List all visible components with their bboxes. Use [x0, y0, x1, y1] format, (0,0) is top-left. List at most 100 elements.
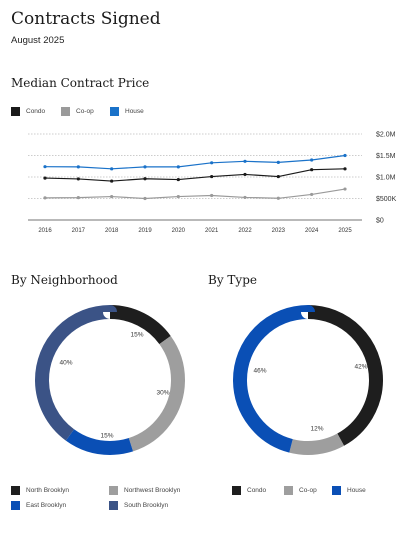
- legend-item-south-brooklyn: South Brooklyn: [109, 501, 168, 510]
- series-line-condo: [44, 168, 346, 182]
- data-point: [243, 159, 247, 163]
- x-tick-label: 2016: [38, 228, 52, 234]
- legend-label: East Brooklyn: [26, 502, 67, 509]
- legend-swatch: [109, 486, 118, 495]
- x-tick-label: 2020: [172, 228, 186, 234]
- donut-slice-northwest-brooklyn: [35, 305, 185, 455]
- data-point: [176, 194, 180, 199]
- neighborhood-donut: 15% 30% 15% 40%: [35, 305, 185, 455]
- data-point: [310, 168, 314, 172]
- legend-label: Condo: [26, 108, 46, 115]
- legend-label: South Brooklyn: [124, 502, 169, 509]
- data-point: [143, 196, 147, 201]
- legend-swatch: [232, 486, 241, 495]
- slice-label: 42%: [354, 364, 367, 371]
- neighborhood-chart-title: By Neighborhood: [11, 273, 118, 287]
- data-point: [76, 196, 80, 200]
- series-line-house: [44, 154, 346, 170]
- legend-label: Northwest Brooklyn: [124, 487, 181, 494]
- donut-slice-south-brooklyn: [35, 305, 185, 455]
- data-point: [43, 176, 47, 180]
- y-tick-label: $2.0M: [376, 132, 396, 139]
- x-tick-label: 2025: [338, 228, 352, 234]
- legend-swatch: [11, 107, 20, 116]
- data-point: [143, 165, 147, 169]
- data-point: [43, 196, 47, 200]
- legend-label: Condo: [247, 487, 267, 494]
- data-point: [343, 167, 347, 171]
- data-point: [343, 187, 347, 191]
- slice-label: 40%: [59, 360, 72, 367]
- data-point: [276, 160, 280, 164]
- data-point: [343, 153, 347, 158]
- legend-item-east-brooklyn: East Brooklyn: [11, 501, 66, 510]
- data-point: [243, 172, 247, 177]
- data-point: [243, 195, 247, 200]
- data-point: [43, 165, 47, 169]
- data-point: [210, 193, 214, 198]
- data-point: [110, 179, 114, 183]
- legend-swatch: [109, 501, 118, 510]
- x-tick-label: 2018: [105, 228, 119, 234]
- page-title: Contracts Signed: [11, 9, 161, 29]
- x-tick-label: 2024: [305, 228, 319, 234]
- x-tick-label: 2023: [272, 228, 286, 234]
- donut-slice-condo: [233, 305, 383, 455]
- legend-item-house: House: [110, 107, 144, 116]
- y-tick-label: $1.0M: [376, 175, 396, 182]
- data-point: [276, 196, 280, 200]
- slice-label: 15%: [130, 332, 143, 339]
- slice-label: 15%: [100, 433, 113, 440]
- data-point: [210, 174, 214, 179]
- page-subtitle: August 2025: [11, 35, 65, 46]
- legend-swatch: [11, 486, 20, 495]
- legend-swatch: [11, 501, 20, 510]
- slice-label: 30%: [156, 390, 169, 397]
- slice-label: 12%: [310, 426, 323, 433]
- y-tick-label: $0: [376, 218, 384, 225]
- donut-slice-north-brooklyn: [35, 305, 185, 455]
- legend-item-co-op: Co-op: [284, 486, 317, 495]
- data-point: [110, 194, 114, 199]
- legend-swatch: [284, 486, 293, 495]
- legend-item-condo: Condo: [11, 107, 45, 116]
- legend-label: North Brooklyn: [26, 487, 69, 494]
- legend-swatch: [332, 486, 341, 495]
- donut-slice-co-op: [233, 305, 383, 455]
- legend-item-condo: Condo: [232, 486, 266, 495]
- legend-swatch: [110, 107, 119, 116]
- x-tick-label: 2022: [238, 228, 252, 234]
- type-donut: 42% 12% 46%: [233, 305, 383, 455]
- data-point: [310, 158, 314, 162]
- line-chart-title: Median Contract Price: [11, 76, 150, 90]
- data-point: [76, 165, 80, 169]
- type-chart-title: By Type: [208, 273, 257, 287]
- legend-label: Co-op: [299, 487, 317, 494]
- line-chart: $0 $500K $1.0M $1.5M $2.0M 2016 2017 2018 2019 20…: [28, 132, 397, 234]
- y-tick-label: $1.5M: [376, 153, 396, 160]
- data-point: [176, 177, 180, 182]
- legend-swatch: [61, 107, 70, 116]
- y-tick-label: $500K: [376, 196, 397, 203]
- legend-label: Co-op: [76, 108, 94, 115]
- slice-label: 46%: [253, 368, 266, 375]
- data-point: [176, 165, 180, 169]
- data-point: [310, 192, 314, 197]
- x-tick-label: 2021: [205, 228, 219, 234]
- legend-item-north-brooklyn: North Brooklyn: [11, 486, 69, 495]
- series-line-co-op: [44, 188, 346, 200]
- x-tick-label: 2019: [138, 228, 152, 234]
- data-point: [110, 167, 114, 171]
- legend-label: House: [125, 108, 144, 115]
- legend-item-house: House: [332, 486, 366, 495]
- legend-item-co-op: Co-op: [61, 107, 94, 116]
- data-point: [76, 177, 80, 181]
- donut-slice-house: [233, 305, 383, 455]
- legend-item-northwest-brooklyn: Northwest Brooklyn: [109, 486, 180, 495]
- data-point: [210, 161, 214, 165]
- data-point: [143, 177, 147, 181]
- x-tick-label: 2017: [72, 228, 86, 234]
- data-point: [276, 174, 280, 179]
- donut-slice-east-brooklyn: [35, 305, 185, 455]
- legend-label: House: [347, 487, 366, 494]
